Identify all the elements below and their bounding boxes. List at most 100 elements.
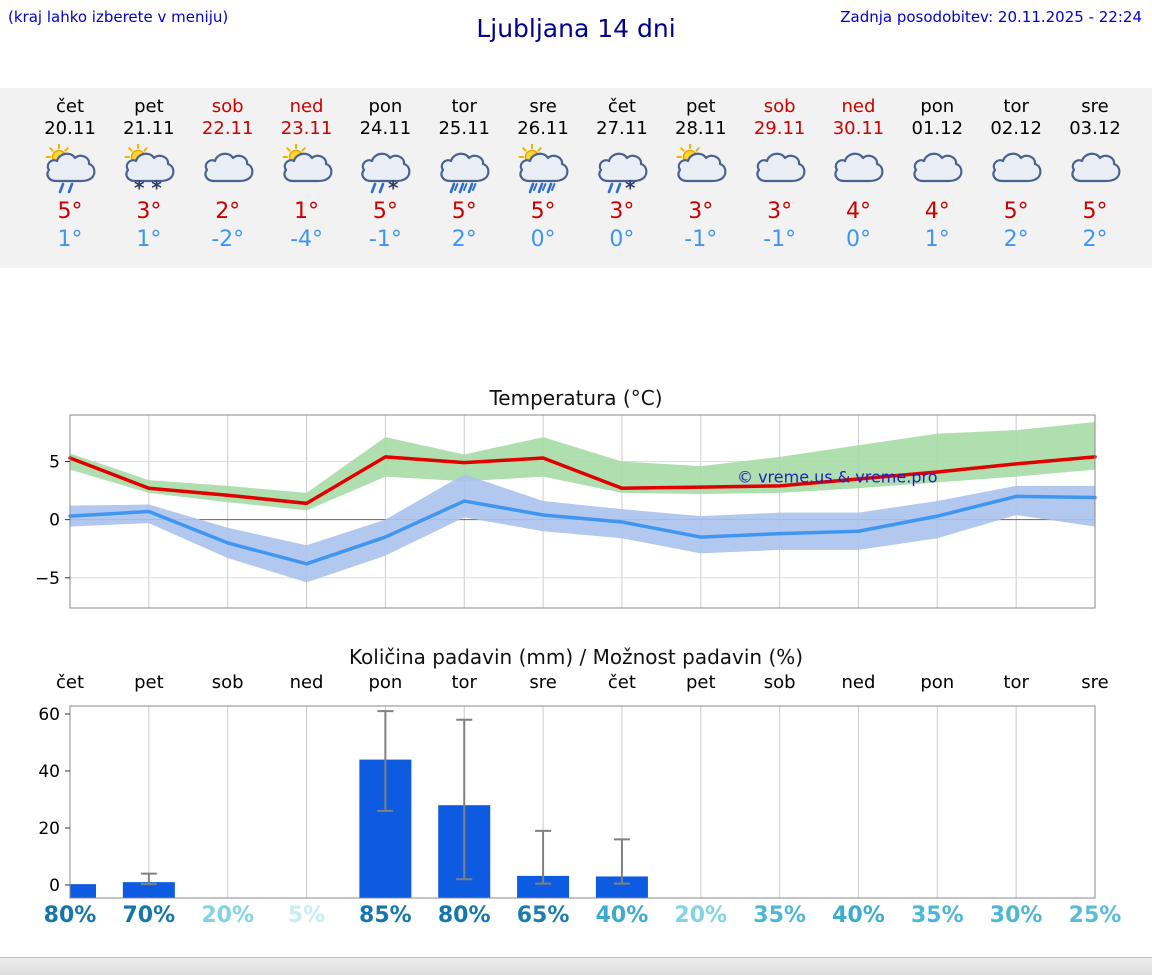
precip-bar bbox=[517, 875, 570, 898]
precip-probability: 40% bbox=[832, 903, 885, 928]
low-temp: 0° bbox=[845, 227, 871, 252]
precip-probability: 25% bbox=[1068, 903, 1122, 928]
low-temp: 2° bbox=[1003, 227, 1029, 252]
day-name: sob bbox=[211, 96, 244, 117]
day-date: 26.11 bbox=[517, 118, 569, 139]
page-title: Ljubljana 14 dni bbox=[476, 14, 676, 43]
high-temp: 4° bbox=[924, 199, 950, 224]
cloudy-icon bbox=[913, 152, 963, 183]
precip-day-label: pet bbox=[685, 672, 716, 693]
svg-text:* *: * * bbox=[134, 176, 162, 196]
day-date: 25.11 bbox=[438, 118, 490, 139]
day-date: 02.12 bbox=[990, 118, 1042, 139]
cloud-rain-sleet-icon: * bbox=[598, 152, 648, 200]
day-name: ned bbox=[841, 96, 876, 117]
precip-day-label: tor bbox=[451, 672, 477, 693]
day-date: 22.11 bbox=[201, 118, 254, 139]
svg-text:60: 60 bbox=[38, 705, 60, 725]
temperature-chart: 5 0 −5 © vreme.us & vreme.pro bbox=[35, 414, 1097, 609]
day-name: tor bbox=[1003, 96, 1029, 117]
day-icon bbox=[503, 143, 583, 196]
last-update: Zadnja posodobitev: 20.11.2025 - 22:24 bbox=[840, 8, 1142, 26]
day-date: 23.11 bbox=[280, 118, 333, 139]
high-temp: 5° bbox=[57, 199, 83, 224]
day-icon bbox=[897, 144, 977, 196]
svg-text:*: * bbox=[625, 176, 636, 196]
day-icon bbox=[818, 144, 898, 196]
day-name: sre bbox=[1081, 96, 1109, 117]
precip-day-label: sob bbox=[211, 672, 244, 693]
precip-day-labels-row: čet pet sob ned pon tor sre čet pet sob ned pon tor s… bbox=[0, 672, 1152, 698]
cloud-rain-icon bbox=[440, 152, 490, 194]
day-column: sob 22.11 2° -2° bbox=[188, 96, 268, 254]
cloudy-icon bbox=[834, 152, 884, 183]
forecast-strip: čet 20.11 5° 1° pet 21.11 * * 3° 1° sob 22.11 2° -2°… bbox=[0, 88, 1152, 268]
day-icon bbox=[424, 144, 504, 196]
svg-text:0: 0 bbox=[49, 511, 60, 531]
high-temp: 3° bbox=[136, 199, 162, 224]
precip-probability: 35% bbox=[753, 903, 806, 928]
high-temp: 4° bbox=[845, 199, 871, 224]
cloud-rain-sleet-icon: * bbox=[361, 152, 411, 200]
day-name: pet bbox=[134, 96, 164, 117]
precip-probability-row: 80% 70% 20% 5% 85% 80% 65% 40% 20% 35% 40% 35% 30% 25… bbox=[0, 903, 1152, 935]
precip-probability: 80% bbox=[437, 903, 491, 928]
precip-probability: 85% bbox=[359, 903, 412, 928]
precip-bar bbox=[70, 884, 96, 898]
day-name: sre bbox=[529, 96, 557, 117]
high-temp: 5° bbox=[1003, 199, 1029, 224]
day-date: 21.11 bbox=[123, 118, 175, 139]
day-icon bbox=[976, 144, 1056, 196]
day-name: čet bbox=[607, 96, 636, 117]
day-column: ned 30.11 4° 0° bbox=[818, 96, 898, 254]
precip-probability: 35% bbox=[910, 903, 964, 928]
precipitation-chart-title: Količina padavin (mm) / Možnost padavin … bbox=[348, 645, 804, 669]
precip-day-label: ned bbox=[841, 672, 876, 693]
day-icon: * bbox=[582, 144, 662, 200]
low-temp: 1° bbox=[57, 227, 83, 252]
day-date: 27.11 bbox=[596, 118, 648, 139]
low-temp: -1° bbox=[368, 227, 402, 252]
high-temp: 3° bbox=[688, 199, 714, 224]
low-temp: 2° bbox=[1082, 227, 1108, 252]
day-column: pon 24.11 * 5° -1° bbox=[345, 96, 425, 254]
day-icon: * * bbox=[109, 143, 189, 200]
day-name: pon bbox=[920, 96, 955, 117]
svg-text:−5: −5 bbox=[35, 569, 60, 589]
sun-cloud-rain-icon bbox=[45, 143, 96, 194]
day-name: čet bbox=[55, 96, 85, 117]
svg-text:5: 5 bbox=[49, 453, 60, 473]
precip-bar bbox=[122, 882, 175, 898]
svg-text:*: * bbox=[388, 176, 399, 196]
precip-probability: 40% bbox=[595, 903, 649, 928]
day-column: tor 25.11 5° 2° bbox=[424, 96, 504, 254]
high-temp: 2° bbox=[215, 199, 241, 224]
day-icon bbox=[740, 144, 820, 196]
day-column: sob 29.11 3° -1° bbox=[740, 96, 820, 254]
precip-day-label: sre bbox=[529, 672, 557, 693]
day-name: pet bbox=[685, 96, 716, 117]
day-column: čet 27.11 * 3° 0° bbox=[582, 96, 662, 254]
menu-hint: (kraj lahko izberete v meniju) bbox=[8, 8, 229, 26]
temperature-chart-title: Temperatura (°C) bbox=[489, 386, 663, 410]
high-temp: 5° bbox=[530, 199, 556, 224]
precip-day-label: pon bbox=[920, 672, 955, 693]
low-temp: 0° bbox=[530, 227, 556, 252]
sun-cloud-icon bbox=[282, 143, 333, 183]
day-date: 30.11 bbox=[832, 118, 885, 139]
day-column: tor 02.12 5° 2° bbox=[976, 96, 1056, 254]
day-date: 03.12 bbox=[1069, 118, 1121, 139]
high-temp: 1° bbox=[294, 199, 320, 224]
svg-text:20: 20 bbox=[38, 819, 60, 839]
day-column: pet 21.11 * * 3° 1° bbox=[109, 96, 189, 254]
precip-day-label: čet bbox=[607, 672, 636, 693]
day-date: 29.11 bbox=[753, 118, 806, 139]
low-temp: -4° bbox=[290, 227, 323, 252]
precip-day-label: sre bbox=[1081, 672, 1109, 693]
low-temp: 0° bbox=[609, 227, 635, 252]
day-column: pon 01.12 4° 1° bbox=[897, 96, 977, 254]
day-icon bbox=[267, 143, 347, 196]
day-date: 20.11 bbox=[44, 118, 96, 139]
precip-probability: 80% bbox=[43, 903, 97, 928]
